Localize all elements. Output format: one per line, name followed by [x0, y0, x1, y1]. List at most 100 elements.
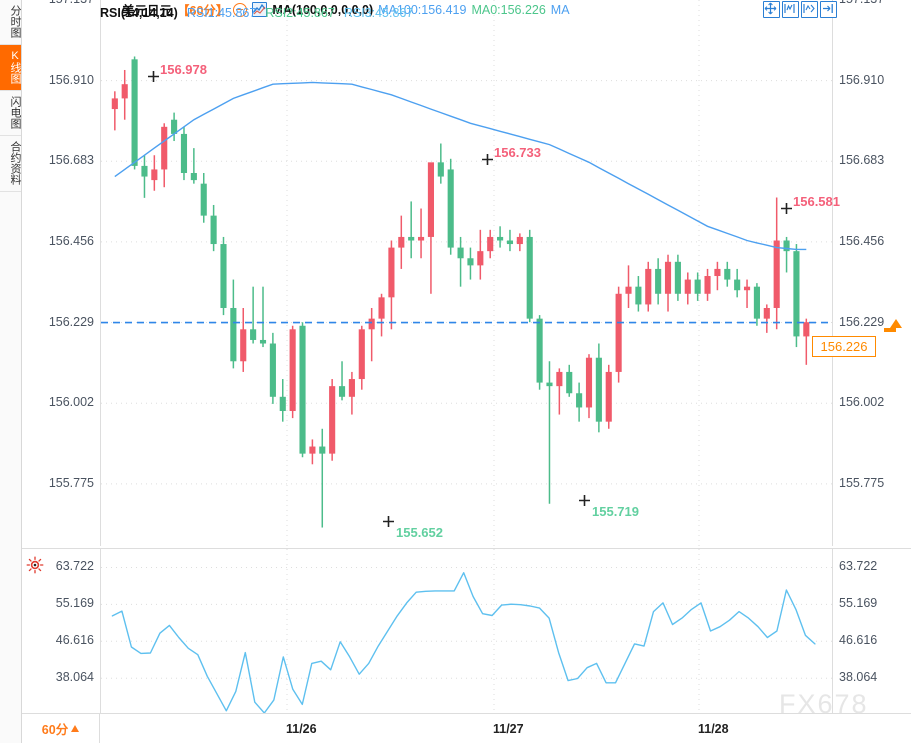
candle [427, 162, 435, 237]
crosshair-marker [481, 153, 494, 166]
candle [743, 286, 751, 291]
candle [585, 357, 593, 408]
price-axis-tick: 155.775 [839, 475, 885, 490]
symbol-label: 美元日元 [122, 4, 173, 18]
candle [645, 268, 652, 305]
candle [773, 240, 780, 308]
sidebar-item-contract-info[interactable]: 合约资料 [0, 136, 21, 192]
chart-header: 美元日元 【60分】 MA(100,0,0,0,0,0) MA100:156.4… [122, 1, 570, 18]
candle [793, 251, 800, 337]
chart-jump-right-icon[interactable] [820, 1, 837, 18]
candlestick-plot[interactable] [100, 0, 833, 546]
rsi-pane: 63.722 55.169 46.616 38.064 63.722 55.169 46.… [22, 548, 911, 714]
rsi-axis-tick: 63.722 [839, 559, 878, 574]
price-axis-tick: 157.137 [839, 0, 884, 6]
candle [655, 268, 662, 294]
high-price-annotation: 156.581 [793, 194, 840, 209]
ma-tail-label: MA [550, 2, 570, 17]
chart-indicator-icon[interactable] [252, 2, 268, 17]
up-arrow-marker-stem [884, 328, 896, 332]
candlestick-svg [101, 0, 832, 546]
high-price-annotation: 156.733 [494, 145, 541, 160]
candle [319, 446, 326, 454]
last-price-tag[interactable]: 156.226 [812, 336, 876, 357]
minus-circle-icon[interactable] [233, 2, 248, 17]
low-price-annotation: 155.652 [396, 525, 443, 540]
candle [230, 307, 237, 362]
candle [269, 343, 276, 397]
sidebar-item-timeshare[interactable]: 分时图 [0, 0, 21, 45]
candle [348, 379, 355, 397]
price-axis-tick: 156.456 [48, 233, 94, 248]
rsi1-value: RSI1:45.867 [186, 6, 257, 20]
candle [250, 329, 257, 340]
candle [171, 119, 178, 134]
candle [329, 386, 336, 454]
sidebar-item-lightning[interactable]: 闪电图 [0, 91, 21, 136]
candle [605, 371, 612, 422]
candle [141, 165, 148, 177]
candle [694, 279, 701, 294]
candle [259, 339, 267, 344]
candle [615, 293, 622, 372]
price-axis-tick: 156.683 [839, 153, 885, 168]
watermark: FX678 [779, 689, 869, 719]
candle [556, 371, 563, 387]
candle [487, 236, 494, 252]
candle [358, 329, 365, 380]
price-axis-tick: 156.910 [48, 72, 94, 87]
price-axis-tick: 156.229 [48, 314, 94, 329]
candle [368, 318, 375, 330]
candle [576, 393, 583, 408]
candle [200, 183, 207, 216]
candle [546, 382, 553, 387]
ma100-value: MA100:156.419 [378, 2, 467, 17]
rsi2-value: RSI2:45.867 [265, 6, 335, 20]
time-axis-tick: 11/28 [698, 722, 729, 736]
period-selector[interactable]: 60分 [22, 714, 100, 743]
chart-toolbar [763, 1, 837, 18]
rsi-plot[interactable] [100, 549, 833, 713]
price-axis-tick: 156.229 [839, 314, 885, 329]
rsi-axis-tick: 55.169 [55, 596, 94, 611]
rsi-axis-tick: 63.722 [55, 559, 94, 574]
price-axis-tick: 157.137 [49, 0, 94, 6]
candle [783, 240, 790, 252]
candle [724, 268, 731, 280]
move-crosshair-icon[interactable] [763, 1, 780, 18]
price-axis-tick: 156.456 [839, 233, 885, 248]
rsi-axis-tick: 38.064 [839, 670, 878, 685]
chart-shift-icon[interactable] [801, 1, 818, 18]
candle [240, 329, 247, 362]
candle [121, 84, 128, 99]
candle [566, 371, 573, 394]
rsi3-value: RSI3:45.867 [343, 6, 414, 20]
rsi-axis-right: 63.722 55.169 46.616 38.064 [833, 549, 911, 713]
sidebar-item-label: K线图 [9, 50, 21, 84]
candle [595, 357, 602, 422]
candle [704, 276, 711, 294]
candle [180, 133, 188, 174]
low-price-annotation: 155.719 [592, 504, 639, 519]
price-axis-tick: 155.775 [48, 475, 94, 490]
candle [388, 247, 395, 298]
rsi-axis-tick: 46.616 [55, 633, 94, 648]
candle [664, 261, 672, 294]
candle [684, 279, 691, 294]
period-label: 【60分】 [177, 4, 229, 18]
sun-settings-icon[interactable] [26, 556, 44, 574]
candle [803, 322, 810, 337]
time-axis-tick: 11/26 [286, 722, 317, 736]
candle [151, 169, 158, 181]
candle [635, 286, 642, 305]
candle [338, 386, 346, 397]
price-axis-tick: 156.002 [839, 395, 885, 410]
chart-resize-icon[interactable] [782, 1, 799, 18]
rsi-header: RSI(14,14,14) RSI1:45.867 RSI2:45.867 RS… [100, 6, 413, 20]
candle [477, 251, 484, 266]
sidebar-item-kline[interactable]: K线图 [0, 45, 21, 91]
period-selector-label: 60分 [41, 723, 69, 737]
ma-formula-label: MA(100,0,0,0,0,0) [272, 2, 374, 17]
time-axis: 60分 11/26 11/27 11/28 [22, 713, 911, 743]
